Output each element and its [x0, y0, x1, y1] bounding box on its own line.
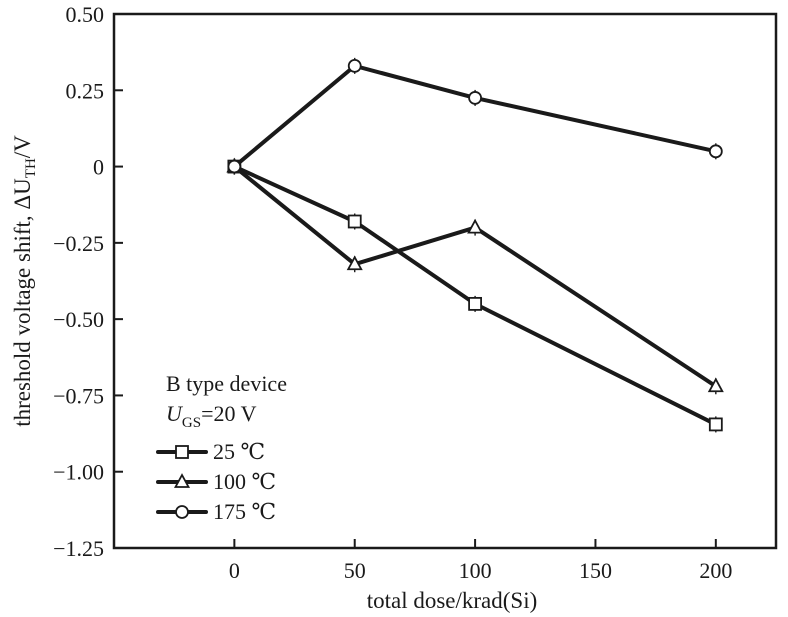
legend-condition: UGS=20 V — [166, 401, 257, 431]
series-square — [227, 158, 723, 433]
y-tick-label: 0 — [93, 155, 104, 180]
triangle-marker — [346, 255, 363, 271]
x-axis-title: total dose/krad(Si) — [367, 588, 538, 613]
circle-marker — [468, 91, 482, 105]
y-axis-title-unit: /V — [10, 135, 35, 158]
y-axis: 0.50 0.25 0 −0.25 −0.50 −0.75 −1.00 −1.25 — [53, 2, 123, 561]
y-tick-label: −1.00 — [53, 460, 104, 485]
square-marker — [708, 417, 723, 432]
series-line — [232, 63, 718, 169]
legend-item: 175 ℃ — [156, 499, 276, 524]
square-marker — [175, 445, 189, 459]
series-circle — [227, 57, 723, 175]
circle-marker — [347, 58, 362, 73]
x-tick-label: 50 — [344, 558, 366, 583]
y-axis-title: threshold voltage shift, ΔUTH/V — [10, 135, 39, 427]
y-axis-title-sub: TH — [23, 158, 39, 178]
circle-marker — [708, 144, 723, 159]
square-marker — [468, 296, 482, 311]
circle-marker — [227, 159, 242, 174]
series-line — [232, 164, 718, 389]
legend-condition-main: U — [166, 401, 184, 426]
plot-frame — [112, 12, 778, 550]
legend: B type device UGS=20 V 25 ℃ 100 ℃ 175 ℃ — [156, 371, 287, 524]
y-tick-label: −0.25 — [53, 231, 104, 256]
x-axis: 0 50 100 150 200 — [229, 539, 732, 583]
circle-marker — [175, 505, 189, 519]
series-line — [232, 164, 718, 427]
triangle-marker — [173, 473, 191, 488]
square-marker — [347, 214, 362, 229]
y-tick-label: 0.50 — [66, 2, 105, 27]
legend-item: 25 ℃ — [156, 439, 265, 464]
y-axis-title-main: threshold voltage shift, ΔU — [10, 178, 35, 427]
series-triangle — [226, 157, 724, 395]
x-tick-label: 150 — [579, 558, 612, 583]
legend-title: B type device — [166, 371, 287, 396]
series-layer — [226, 57, 724, 433]
legend-condition-value: =20 V — [201, 401, 257, 426]
x-tick-label: 200 — [699, 558, 732, 583]
x-tick-label: 100 — [459, 558, 492, 583]
triangle-marker — [467, 218, 484, 234]
legend-item: 100 ℃ — [156, 469, 276, 494]
legend-condition-sub: GS — [182, 415, 201, 431]
legend-label: 25 ℃ — [213, 439, 265, 464]
x-tick-label: 0 — [229, 558, 240, 583]
y-tick-label: 0.25 — [66, 78, 105, 103]
y-tick-label: −1.25 — [53, 536, 104, 561]
triangle-marker — [707, 377, 724, 393]
y-tick-label: −0.50 — [53, 307, 104, 332]
legend-label: 100 ℃ — [213, 469, 276, 494]
legend-label: 175 ℃ — [213, 499, 276, 524]
y-tick-label: −0.75 — [53, 383, 104, 408]
